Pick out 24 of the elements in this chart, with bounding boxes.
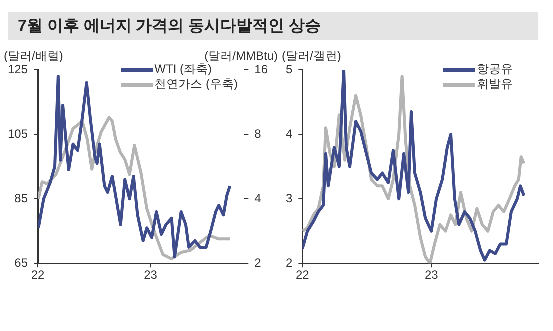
legend-label: WTI (좌축) [154,62,212,77]
y2-tick-label: 2 [254,256,262,270]
y-tick-label: 125 [8,62,28,76]
legend-label: 휘발유 [477,77,513,92]
y2-tick-label: 8 [254,126,262,141]
legend-label: 항공유 [477,62,513,77]
chart-title: 7월 이후 에너지 가격의 동시다발적인 상승 [18,16,322,36]
x-tick-label: 22 [31,268,46,282]
x-tick-label: 23 [144,268,158,282]
y-tick-label: 85 [14,191,28,206]
y-tick-label: 105 [8,126,28,141]
y2-tick-label: 16 [254,62,268,76]
y-tick-label: 5 [286,62,293,76]
y-tick-label: 65 [14,256,28,270]
y-tick-label: 2 [286,256,293,270]
y-axis-title: (달러/갤런) [282,48,342,65]
y-tick-label: 3 [286,191,293,206]
x-tick-label: 23 [424,268,439,282]
x-tick-label: 22 [296,268,310,282]
y-axis-title: (달러/배럴) [4,48,64,65]
y-tick-label: 4 [286,126,293,141]
legend-label: 천연가스 (우축) [154,77,238,92]
y2-tick-label: 4 [254,191,262,206]
y2-axis-title: (달러/MMBtu) [204,48,278,64]
